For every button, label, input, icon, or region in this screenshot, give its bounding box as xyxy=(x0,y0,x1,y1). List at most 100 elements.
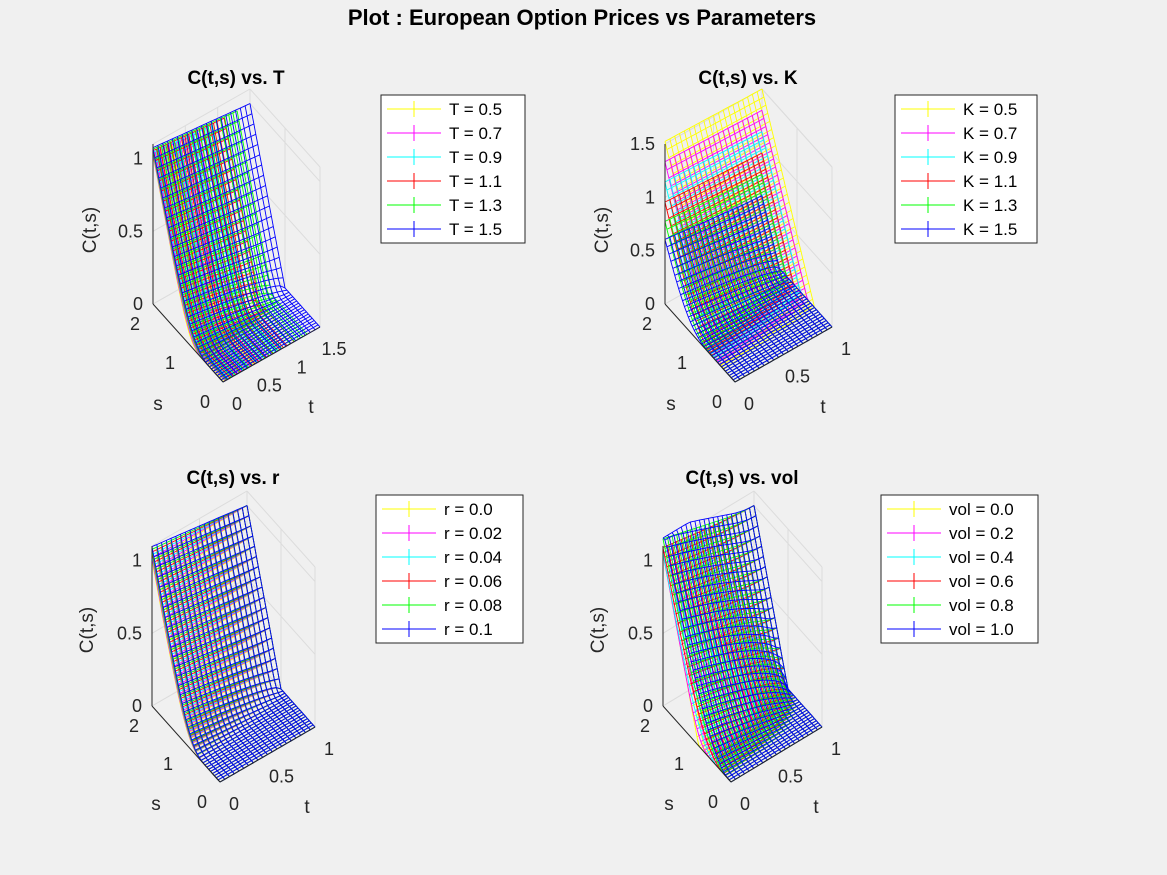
legend-entry: r = 0.02 xyxy=(382,524,502,543)
x-axis-label: t xyxy=(820,397,826,418)
z-tick-label: 0 xyxy=(133,294,143,314)
y-axis-label: s xyxy=(151,794,161,815)
legend-label: K = 0.9 xyxy=(963,148,1017,167)
y-tick-label: 1 xyxy=(677,353,687,373)
y-tick-label: 2 xyxy=(640,716,650,736)
legend-label: T = 1.3 xyxy=(449,196,502,215)
x-tick-label: 1.5 xyxy=(321,339,346,359)
y-tick-label: 0 xyxy=(712,392,722,412)
legend-label: T = 1.5 xyxy=(449,220,502,239)
legend-entry: T = 1.1 xyxy=(387,172,502,191)
legend-entry: vol = 0.4 xyxy=(887,548,1014,567)
z-axis-label: C(t,s) xyxy=(80,207,101,253)
x-tick-label: 0 xyxy=(232,394,242,414)
legend-entry: K = 1.1 xyxy=(901,172,1017,191)
legend: K = 0.5 K = 0.7 K = 0.9 K = 1.1 K = 1.3 K = 1… xyxy=(894,94,1038,244)
z-tick-label: 0 xyxy=(132,696,142,716)
legend-entry: K = 0.9 xyxy=(901,148,1017,167)
x-tick-label: 0.5 xyxy=(785,367,810,387)
x-axis-label: t xyxy=(308,397,314,418)
subplot-title: C(t,s) vs. T xyxy=(187,68,285,89)
subplot-title: C(t,s) vs. vol xyxy=(686,468,799,489)
z-tick-label: 0.5 xyxy=(628,623,653,643)
legend-entry: r = 0.06 xyxy=(382,572,502,591)
legend-label: r = 0.06 xyxy=(444,572,502,591)
legend-entry: T = 0.9 xyxy=(387,148,502,167)
legend-label: vol = 0.4 xyxy=(949,548,1014,567)
legend-label: K = 1.3 xyxy=(963,196,1017,215)
legend-entry: K = 0.5 xyxy=(901,100,1017,119)
legend-entry: r = 0.1 xyxy=(382,620,493,639)
legend-entry: vol = 0.8 xyxy=(887,596,1014,615)
x-axis-label: t xyxy=(813,797,819,818)
y-tick-label: 0 xyxy=(708,792,718,812)
legend-entry: r = 0.08 xyxy=(382,596,502,615)
legend-label: r = 0.1 xyxy=(444,620,493,639)
legend-label: r = 0.04 xyxy=(444,548,502,567)
subplot-title: C(t,s) vs. r xyxy=(187,468,281,489)
subplot-title: C(t,s) vs. K xyxy=(698,68,798,89)
legend-label: T = 0.9 xyxy=(449,148,502,167)
surface-5 xyxy=(152,103,321,383)
legend: r = 0.0 r = 0.02 r = 0.04 r = 0.06 r = 0.08 r… xyxy=(375,494,524,644)
legend-entry: vol = 1.0 xyxy=(887,620,1014,639)
x-tick-label: 0.5 xyxy=(269,767,294,787)
legend-entry: K = 1.5 xyxy=(901,220,1017,239)
legend-label: vol = 0.6 xyxy=(949,572,1014,591)
z-tick-label: 1 xyxy=(643,551,653,571)
legend-label: K = 0.5 xyxy=(963,100,1017,119)
y-tick-label: 1 xyxy=(674,754,684,774)
legend: vol = 0.0 vol = 0.2 vol = 0.4 vol = 0.6 vol … xyxy=(880,494,1039,644)
z-tick-label: 0.5 xyxy=(630,241,655,261)
legend-label: T = 0.7 xyxy=(449,124,502,143)
legend-label: r = 0.08 xyxy=(444,596,502,615)
legend: T = 0.5 T = 0.7 T = 0.9 T = 1.1 T = 1.3 T = 1… xyxy=(380,94,526,244)
z-tick-label: 1 xyxy=(645,187,655,207)
legend-entry: K = 0.7 xyxy=(901,124,1017,143)
legend-entry: vol = 0.2 xyxy=(887,524,1014,543)
y-tick-label: 1 xyxy=(165,353,175,373)
legend-label: T = 1.1 xyxy=(449,172,502,191)
z-tick-label: 1 xyxy=(133,149,143,169)
legend-label: K = 1.5 xyxy=(963,220,1017,239)
y-tick-label: 0 xyxy=(200,392,210,412)
legend-entry: K = 1.3 xyxy=(901,196,1017,215)
z-tick-label: 0.5 xyxy=(117,623,142,643)
x-tick-label: 1 xyxy=(324,739,334,759)
legend-entry: r = 0.04 xyxy=(382,548,502,567)
x-tick-label: 0.5 xyxy=(778,767,803,787)
z-axis-label: C(t,s) xyxy=(77,607,98,653)
x-axis-label: t xyxy=(304,797,310,818)
x-tick-label: 0 xyxy=(229,794,239,814)
x-tick-label: 1 xyxy=(831,739,841,759)
legend-entry: r = 0.0 xyxy=(382,500,493,519)
y-tick-label: 2 xyxy=(642,314,652,334)
legend-entry: vol = 0.0 xyxy=(887,500,1014,519)
legend-label: vol = 0.8 xyxy=(949,596,1014,615)
x-tick-label: 0.5 xyxy=(257,376,282,396)
z-axis-label: C(t,s) xyxy=(592,207,613,253)
legend-label: r = 0.0 xyxy=(444,500,493,519)
x-tick-label: 1 xyxy=(841,339,851,359)
legend-entry: T = 0.5 xyxy=(387,100,502,119)
legend-entry: T = 1.5 xyxy=(387,220,502,239)
z-axis-label: C(t,s) xyxy=(588,607,609,653)
legend-entry: T = 1.3 xyxy=(387,196,502,215)
x-tick-label: 0 xyxy=(740,794,750,814)
z-tick-label: 1.5 xyxy=(630,134,655,154)
legend-label: vol = 0.2 xyxy=(949,524,1014,543)
z-tick-label: 1 xyxy=(132,551,142,571)
z-tick-label: 0 xyxy=(643,696,653,716)
legend-label: K = 0.7 xyxy=(963,124,1017,143)
z-tick-label: 0 xyxy=(645,294,655,314)
x-tick-label: 1 xyxy=(297,357,307,377)
legend-label: K = 1.1 xyxy=(963,172,1017,191)
y-tick-label: 2 xyxy=(129,716,139,736)
y-tick-label: 0 xyxy=(197,792,207,812)
